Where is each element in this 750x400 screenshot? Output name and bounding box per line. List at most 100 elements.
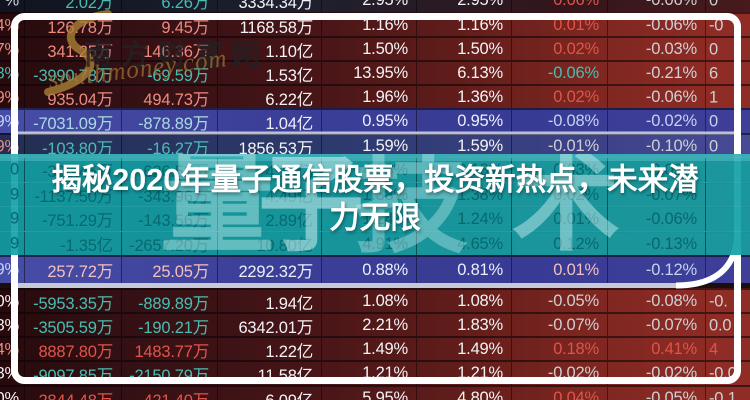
table-row[interactable]: 9%-7031.09万-878.89万1.04亿0.95%0.95%-0.08%… (0, 108, 750, 133)
cell-col4: 0.95% (322, 110, 417, 133)
cell-col6: 0.01% (512, 14, 608, 37)
cell-col4: 1.16% (322, 14, 417, 37)
cell-col0: 9% (0, 257, 25, 283)
cell-col2: -190.21万 (122, 314, 218, 337)
cell-col8: 4 (709, 340, 718, 358)
cell-col7: -0.02% (608, 362, 706, 385)
table-row[interactable]: 4%8887.80万1483.77万1.22亿1.49%1.49%0.18%0.… (0, 336, 750, 361)
cell-col3: 3334.34万 (218, 0, 322, 12)
cell-col3: 1168.58万 (218, 14, 322, 37)
cell-col5: 0.81% (417, 257, 512, 283)
cell-col5: 4.80% (417, 387, 512, 400)
cell-col8: 6 (709, 64, 718, 82)
cell-col8 (706, 257, 750, 283)
cell-col0: 9% (0, 110, 25, 133)
cell-col2: -2150.79万 (122, 362, 218, 385)
cell-col7: -0.02% (608, 110, 706, 133)
cell-col5: 1.08% (417, 290, 512, 313)
banner-title-line2: 力无限 (329, 201, 421, 235)
cell-col2: 421.40万 (122, 387, 218, 400)
table-row[interactable]: 4%126.78万9.45万1168.58万1.16%1.16%0.01%-0.… (0, 12, 750, 37)
cell-col1: 8887.80万 (25, 338, 122, 361)
cell-col2: 494.73万 (122, 86, 218, 109)
cell-col1: -5953.35万 (25, 290, 122, 313)
cell-col5: 1.50% (417, 38, 512, 61)
cell-col2: 9.45万 (122, 14, 218, 37)
banner-title: 揭秘2020年量子通信股票，投资新热点，未来潜 力无限 (0, 161, 750, 237)
cell-col7: -0.12% (608, 257, 706, 283)
cell-col1: -3505.59万 (25, 314, 122, 337)
cell-col6: 0.02% (512, 38, 608, 61)
cell-col7: -0.05% (608, 387, 706, 400)
table-row[interactable]: 8%-3990.78万-69.59万1.53亿13.95%6.13%-0.06%… (0, 60, 750, 85)
cell-col2: 6.26万 (122, 0, 218, 12)
cell-col1: 126.78万 (25, 14, 122, 37)
article-title-banner: 0 -306.45万 -626.51万 4.18亿 4.08% 3.18% 0.03% -0.… (0, 154, 750, 255)
cell-col4: 2.21% (322, 314, 417, 337)
cell-col4: 1.21% (322, 362, 417, 385)
cell-col6: 0.04% (512, 387, 608, 400)
cell-col6: -0.02% (512, 362, 608, 385)
cell-col2: 25.05万 (122, 257, 218, 283)
cell-col8: -0 (709, 16, 724, 34)
cell-col1: 2844.48万 (25, 387, 122, 400)
cell-col6: 0.01% (512, 257, 608, 283)
cell-col3: 1.10亿 (218, 38, 322, 61)
cell-col5: 1.49% (417, 338, 512, 361)
cell-col1: -9097.85万 (25, 362, 122, 385)
table-row[interactable]: 0%2844.48万421.40万6.09亿5.95%4.80%0.04%-0.… (0, 385, 750, 400)
table-row[interactable]: 8%-9097.85万-2150.79万11.58亿1.21%1.21%-0.0… (0, 360, 750, 385)
cell-col8: 0 (709, 0, 718, 9)
cell-col6: -0.07% (512, 314, 608, 337)
cell-col2: -69.59万 (122, 62, 218, 85)
cell-col4: 1.49% (322, 338, 417, 361)
cell-col4: 0.88% (322, 257, 417, 283)
cell-col5: 1.16% (417, 14, 512, 37)
table-row[interactable]: 9%257.72万25.05万2292.32万0.88%0.81%0.01%-0… (0, 255, 750, 283)
cell-col5: 1.83% (417, 314, 512, 337)
table-row[interactable]: 9%935.04万494.73万6.22亿1.96%1.36%0.02%-0.0… (0, 84, 750, 109)
cell-col4: 5.95% (322, 387, 417, 400)
cell-col8: 1 (709, 88, 718, 106)
cell-col0: 0% (0, 387, 25, 400)
cell-col6: 0.02% (512, 86, 608, 109)
cell-col4: 2.95% (322, 0, 417, 12)
cell-col1: 341.25万 (25, 38, 122, 61)
cell-col4: 1.96% (322, 86, 417, 109)
cell-col2: -889.89万 (122, 290, 218, 313)
cell-col3: 1.94亿 (218, 290, 322, 313)
table-row[interactable]: % 2.02万 6.26万 3334.34万 2.95% 2.95% 0.06% -0.06%… (0, 0, 750, 12)
cell-col0: % (0, 0, 25, 12)
table-row[interactable]: 0%-5953.35万-889.89万1.94亿1.08%1.08%-0.05%… (0, 288, 750, 313)
cell-col0: 8% (0, 362, 25, 385)
cell-col6: -0.05% (512, 290, 608, 313)
cell-col8: -0.0 (709, 364, 737, 382)
cell-col5: 2.95% (417, 0, 512, 12)
cell-col3: 11.58亿 (218, 362, 322, 385)
cell-col2: -878.89万 (122, 110, 218, 133)
table-row[interactable]: 8%-3505.59万-190.21万6342.01万2.21%1.83%-0.… (0, 312, 750, 337)
cell-col8: 0 (709, 112, 718, 130)
cell-col8: -0. (709, 292, 728, 310)
cell-col3: 2292.32万 (218, 257, 322, 283)
cell-col6: -0.08% (512, 110, 608, 133)
cell-col3: 6342.01万 (218, 314, 322, 337)
banner-title-line1: 揭秘2020年量子通信股票，投资新热点，未来潜 (51, 163, 699, 197)
table-row[interactable]: 7%341.25万146.36万1.10亿1.50%1.50%0.02%-0.0… (0, 36, 750, 61)
cell-col8: -0.1 (709, 389, 737, 400)
cell-col5: 1.36% (417, 86, 512, 109)
cell-col0: 4% (0, 14, 25, 37)
cell-col7: 0.41% (608, 338, 706, 361)
cell-col1: -3990.78万 (25, 62, 122, 85)
banner-top-stripe (0, 154, 750, 161)
cell-col7: -0.06% (608, 14, 706, 37)
cell-col2: 1483.77万 (122, 338, 218, 361)
cell-col5: 1.21% (417, 362, 512, 385)
cell-col7: -0.06% (608, 86, 706, 109)
cell-col3: 1.04亿 (218, 110, 322, 133)
cell-col7: -0.03% (608, 38, 706, 61)
cell-col5: 0.95% (417, 110, 512, 133)
cell-col0: 9% (0, 86, 25, 109)
cell-col0: 0% (0, 290, 25, 313)
